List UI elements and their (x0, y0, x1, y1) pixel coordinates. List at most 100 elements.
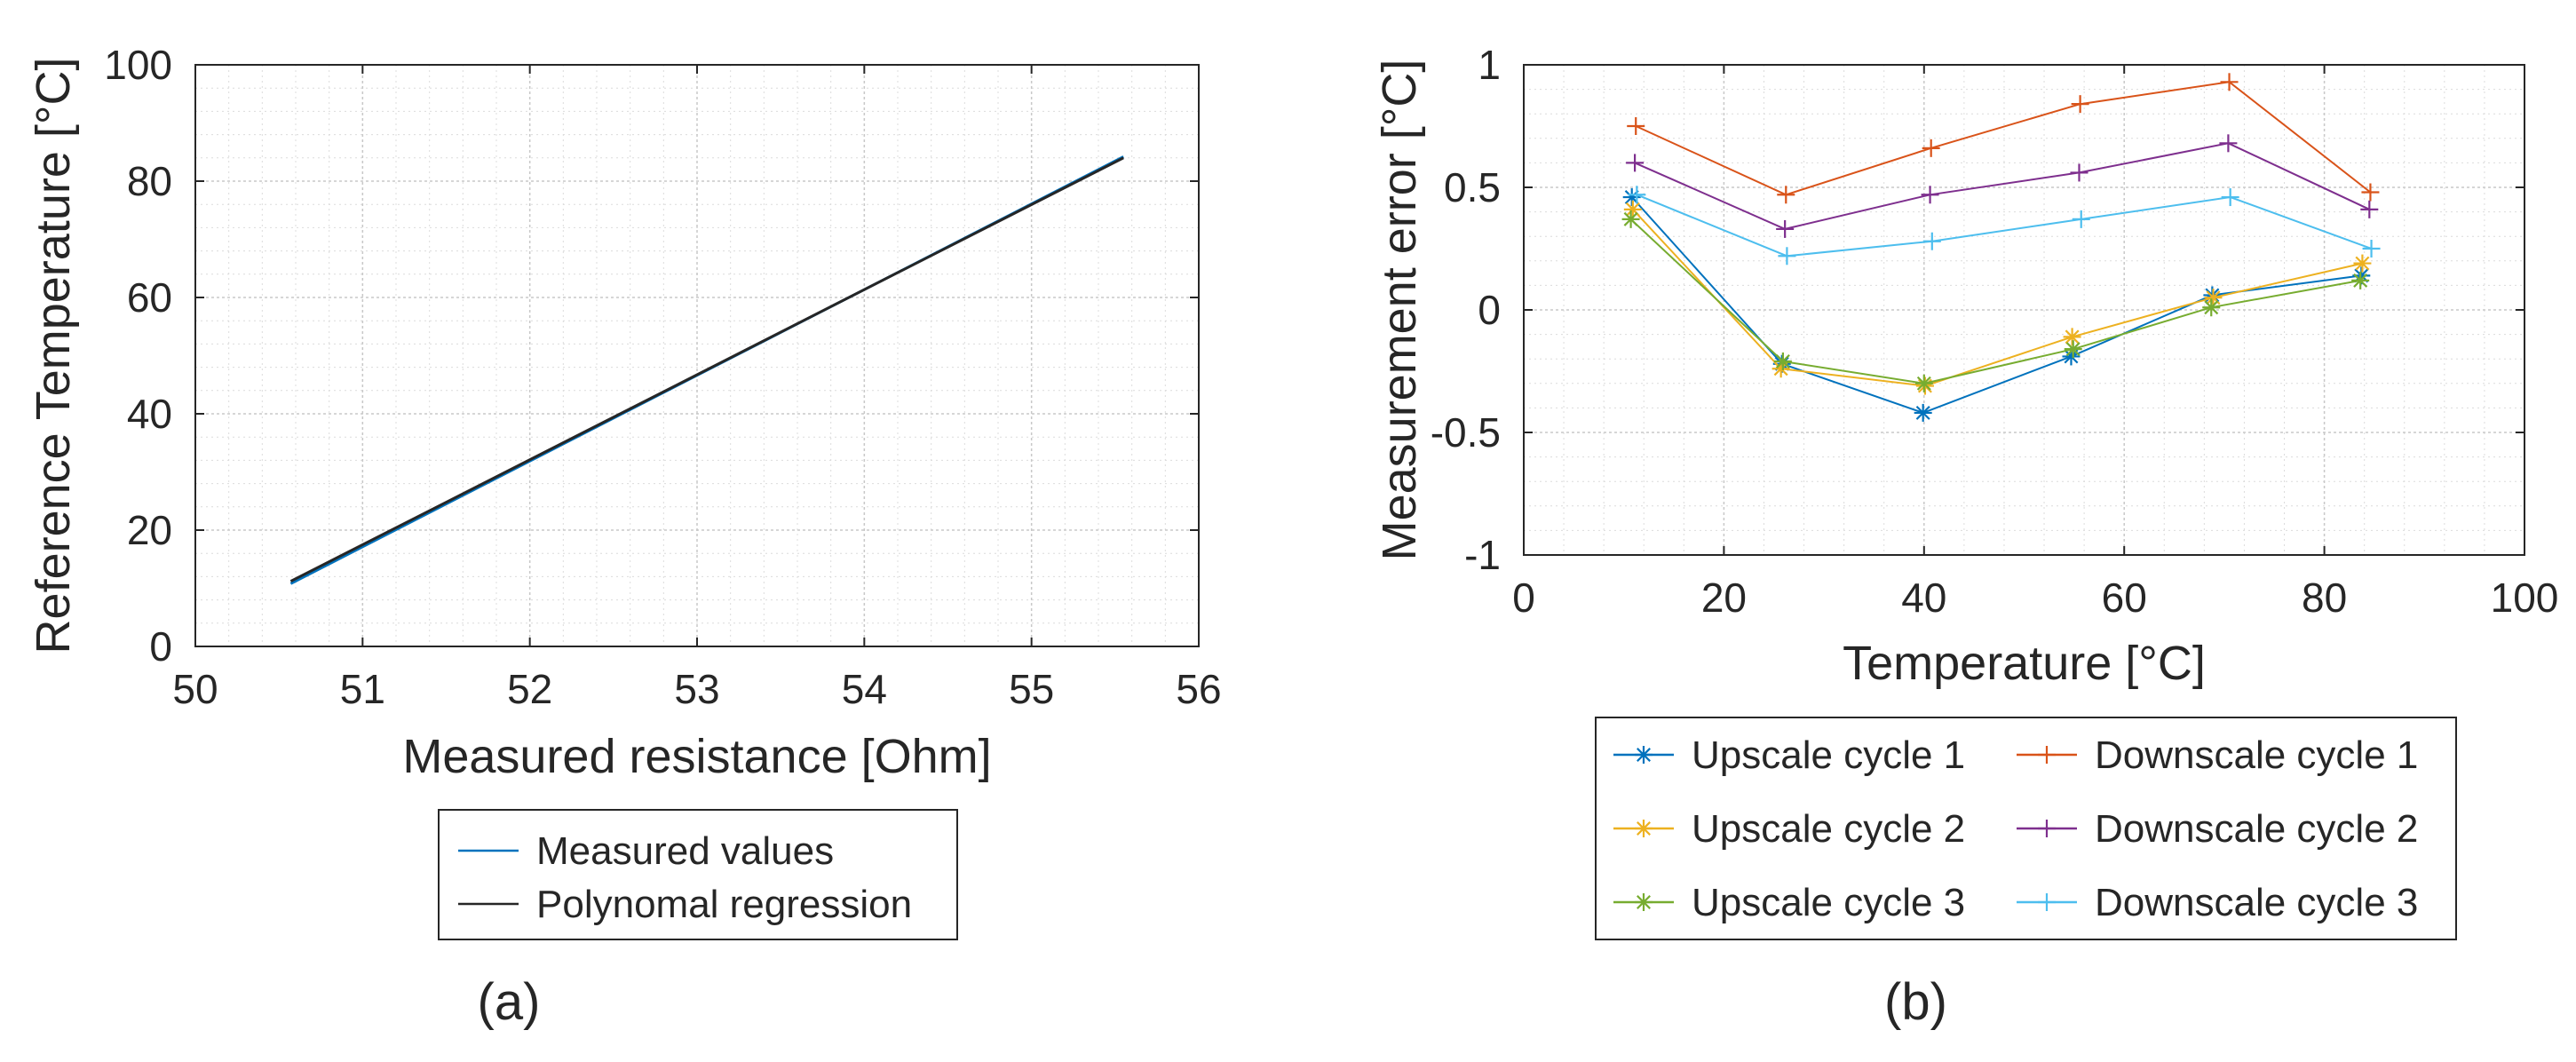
ticks: 50 51 52 53 54 55 56 0 20 40 60 80 100 (104, 42, 1221, 712)
legend-marker (2038, 746, 2056, 764)
data-point (2202, 298, 2221, 317)
marker-stroke (1775, 353, 1790, 369)
marker-stroke (1916, 376, 1931, 391)
data-point (2219, 134, 2238, 153)
legend-marker (1635, 746, 1653, 764)
data-point (2064, 340, 2082, 359)
legend-item-1: Measured values (458, 829, 834, 873)
y-tick-label: 20 (127, 507, 172, 553)
data-point (1778, 247, 1796, 266)
data-point (1914, 374, 1933, 392)
y-tick-label: 80 (127, 158, 172, 204)
legend-item-4: Downscale cycle 2 (2017, 807, 2418, 851)
legend-item-6: Downscale cycle 3 (2017, 881, 2418, 924)
legend-marker (1635, 893, 1653, 911)
data-point (1921, 186, 1939, 204)
chart-panel-a: 50 51 52 53 54 55 56 0 20 40 60 80 100 Measured resis… (27, 42, 1222, 1031)
x-tick-label: 80 (2302, 575, 2347, 621)
legend-item-3: Upscale cycle 2 (1613, 807, 1965, 851)
y-tick-label: 1 (1478, 42, 1501, 88)
data-point (2071, 95, 2089, 114)
legend-marker (2038, 893, 2056, 911)
marker-stroke (2065, 329, 2080, 345)
data-point (1626, 154, 1645, 172)
series-line-2 (1635, 81, 2372, 196)
x-tick-label: 53 (674, 666, 719, 712)
data-point (1773, 352, 1792, 370)
legend: Upscale cycle 1 Downscale cycle 1 Upscale … (1595, 717, 2457, 940)
series-group (289, 155, 1124, 585)
series-line-6 (1637, 194, 2372, 258)
marker-stroke (1915, 405, 1930, 420)
y-tick-label: 40 (127, 391, 172, 437)
series-line-5 (1629, 218, 2361, 384)
legend-marker (2038, 820, 2056, 837)
x-tick-label: 50 (172, 666, 218, 712)
data-point (2072, 210, 2090, 228)
legend-label: Measured values (536, 829, 834, 873)
x-tick-label: 52 (507, 666, 552, 712)
data-point (1628, 186, 1646, 204)
y-tick-label: 0 (1478, 287, 1501, 333)
data-point (2353, 254, 2372, 273)
legend-label: Downscale cycle 2 (2095, 807, 2418, 851)
legend-label: Downscale cycle 3 (2095, 881, 2418, 924)
data-point (1915, 376, 1934, 395)
legend-item-2: Downscale cycle 1 (2017, 733, 2418, 777)
data-point (2063, 328, 2081, 346)
marker-stroke (2206, 290, 2221, 305)
marker-stroke (1637, 821, 1651, 836)
marker-stroke (2353, 273, 2368, 288)
panel-label: (b) (1884, 973, 1947, 1031)
legend-item-5: Upscale cycle 3 (1613, 881, 1965, 924)
x-tick-label: 55 (1009, 666, 1054, 712)
marker-stroke (1625, 202, 1640, 217)
legend-marker (1635, 820, 1653, 837)
legend-label: Downscale cycle 1 (2095, 733, 2418, 777)
marker-stroke (2355, 256, 2370, 271)
series-line-3 (1632, 209, 2363, 387)
data-point (1621, 210, 1640, 228)
series-group (1621, 73, 2381, 422)
legend-label: Upscale cycle 1 (1692, 733, 1965, 777)
data-point (1922, 139, 1940, 157)
series-line-4 (1634, 142, 2370, 230)
marker-stroke (1623, 211, 1638, 226)
data-point (1914, 403, 1932, 422)
legend-label: Upscale cycle 2 (1692, 807, 1965, 851)
x-tick-label: 100 (2491, 575, 2559, 621)
chart-panel-b: 0 20 40 60 80 100 -1 -0.5 0 0.5 1 Temperature [°C] M… (1373, 42, 2558, 1031)
y-axis-label: Reference Temperature [°C] (27, 58, 80, 654)
y-tick-label: 0 (149, 623, 172, 670)
data-point (2362, 240, 2381, 258)
y-tick-label: 60 (127, 274, 172, 321)
data-point (2070, 163, 2089, 182)
ticks: 0 20 40 60 80 100 -1 -0.5 0 0.5 1 (1431, 42, 2559, 621)
x-tick-label: 20 (1701, 575, 1747, 621)
data-point (2221, 188, 2239, 207)
legend-item-2: Polynomal regression (458, 883, 912, 926)
x-axis-label: Temperature [°C] (1843, 637, 2206, 690)
marker-stroke (2065, 342, 2081, 357)
x-tick-label: 56 (1176, 666, 1221, 712)
data-point (1627, 117, 1645, 135)
x-tick-label: 54 (842, 666, 887, 712)
data-point (1777, 186, 1795, 204)
x-axis-label: Measured resistance [Ohm] (402, 730, 991, 783)
data-point (1776, 219, 1795, 238)
legend-label: Upscale cycle 3 (1692, 881, 1965, 924)
series-line-2 (289, 156, 1124, 583)
y-tick-label: -0.5 (1431, 409, 1501, 456)
panel-label: (a) (478, 973, 541, 1031)
x-tick-label: 40 (1901, 575, 1946, 621)
data-point (2361, 183, 2380, 202)
x-tick-label: 0 (1512, 575, 1535, 621)
data-point (2360, 200, 2379, 218)
y-axis-label: Measurement error [°C] (1373, 59, 1426, 561)
x-tick-label: 60 (2102, 575, 2147, 621)
legend-label: Polynomal regression (536, 883, 912, 926)
marker-stroke (1637, 895, 1651, 909)
y-tick-label: -1 (1464, 532, 1501, 578)
x-tick-label: 51 (340, 666, 385, 712)
